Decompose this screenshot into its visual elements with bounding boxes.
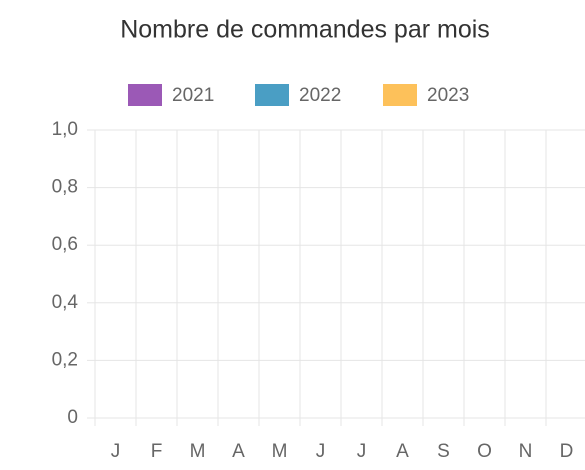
x-tick-label: J (357, 441, 367, 462)
y-tick-label: 0,8 (52, 177, 78, 198)
x-tick-label: N (519, 441, 533, 462)
y-tick-label: 0,2 (52, 349, 78, 370)
x-tick-label: D (560, 441, 574, 462)
chart-title: Nombre de commandes par mois (120, 16, 490, 44)
x-tick-label: M (272, 441, 288, 462)
legend-label: 2022 (299, 85, 341, 106)
y-tick-label: 0,4 (52, 292, 79, 313)
y-tick-label: 0,6 (52, 234, 78, 255)
x-tick-label: O (477, 441, 492, 462)
x-tick-label: A (232, 441, 245, 462)
y-tick-label: 0 (67, 407, 78, 428)
x-tick-label: F (151, 441, 163, 462)
y-tick-label: 1,0 (52, 119, 78, 140)
legend-label: 2021 (172, 85, 214, 106)
x-tick-label: A (396, 441, 409, 462)
x-tick-label: M (190, 441, 206, 462)
legend-swatch (128, 84, 162, 106)
legend-label: 2023 (427, 85, 469, 106)
legend-swatch (383, 84, 417, 106)
x-tick-label: J (111, 441, 121, 462)
x-tick-label: J (316, 441, 326, 462)
legend-swatch (255, 84, 289, 106)
x-tick-label: S (437, 441, 450, 462)
